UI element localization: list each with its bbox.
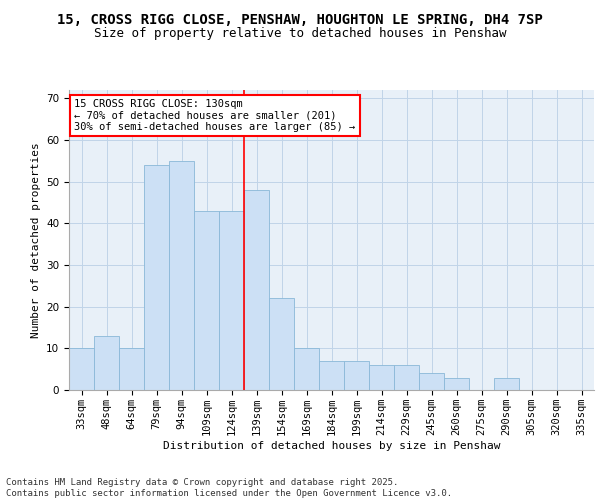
Text: 15, CROSS RIGG CLOSE, PENSHAW, HOUGHTON LE SPRING, DH4 7SP: 15, CROSS RIGG CLOSE, PENSHAW, HOUGHTON … bbox=[57, 12, 543, 26]
Bar bbox=[269, 298, 294, 390]
Bar bbox=[144, 165, 169, 390]
Bar bbox=[244, 190, 269, 390]
Bar bbox=[344, 361, 369, 390]
Bar bbox=[94, 336, 119, 390]
Bar bbox=[194, 211, 219, 390]
Bar bbox=[444, 378, 469, 390]
Y-axis label: Number of detached properties: Number of detached properties bbox=[31, 142, 41, 338]
Bar bbox=[369, 365, 394, 390]
Bar bbox=[394, 365, 419, 390]
X-axis label: Distribution of detached houses by size in Penshaw: Distribution of detached houses by size … bbox=[163, 440, 500, 450]
Bar bbox=[494, 378, 519, 390]
Bar bbox=[119, 348, 144, 390]
Bar bbox=[419, 374, 444, 390]
Text: Size of property relative to detached houses in Penshaw: Size of property relative to detached ho… bbox=[94, 28, 506, 40]
Bar bbox=[319, 361, 344, 390]
Text: Contains HM Land Registry data © Crown copyright and database right 2025.
Contai: Contains HM Land Registry data © Crown c… bbox=[6, 478, 452, 498]
Text: 15 CROSS RIGG CLOSE: 130sqm
← 70% of detached houses are smaller (201)
30% of se: 15 CROSS RIGG CLOSE: 130sqm ← 70% of det… bbox=[74, 99, 355, 132]
Bar bbox=[219, 211, 244, 390]
Bar bbox=[69, 348, 94, 390]
Bar bbox=[294, 348, 319, 390]
Bar bbox=[169, 161, 194, 390]
